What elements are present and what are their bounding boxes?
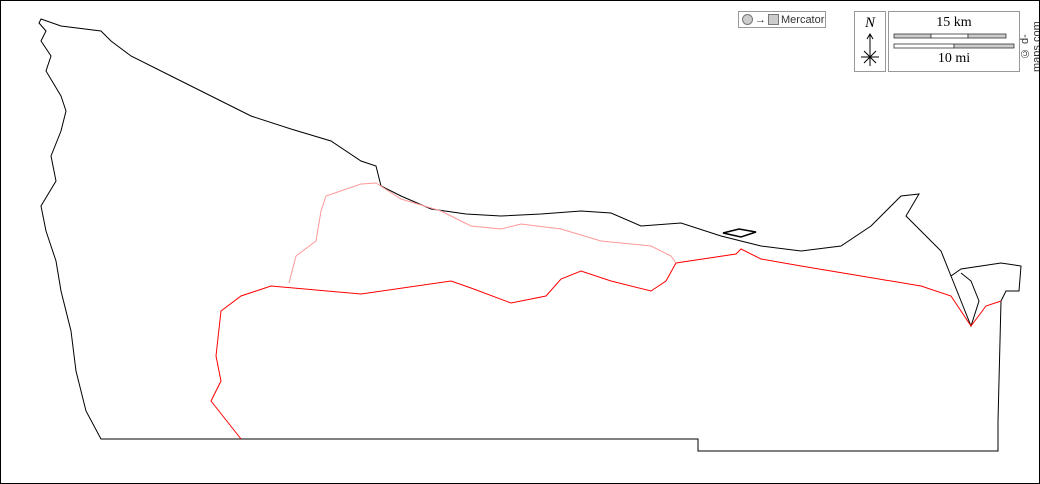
scale-bars (893, 33, 1015, 49)
square-icon (768, 14, 779, 25)
globe-icon (742, 14, 753, 25)
projection-label: Mercator (781, 13, 825, 26)
north-label: N (864, 15, 875, 31)
credit: © d-maps.com (1019, 21, 1040, 72)
scale-bar: 15 km 10 mi (888, 11, 1020, 72)
estuary (722, 228, 757, 238)
projection-legend: → Mercator (738, 11, 826, 28)
north-arrow: N (854, 11, 886, 72)
scale-km-label: 15 km (936, 15, 972, 30)
inner-coast-lagoon (950, 272, 980, 328)
scale-mi-label: 10 mi (937, 51, 971, 66)
boundary-major (210, 248, 1002, 440)
coastline-border (38, 18, 1022, 452)
compass-rose-icon (861, 33, 879, 66)
arrow-right-icon: → (755, 13, 766, 26)
boundary-minor (288, 182, 677, 284)
